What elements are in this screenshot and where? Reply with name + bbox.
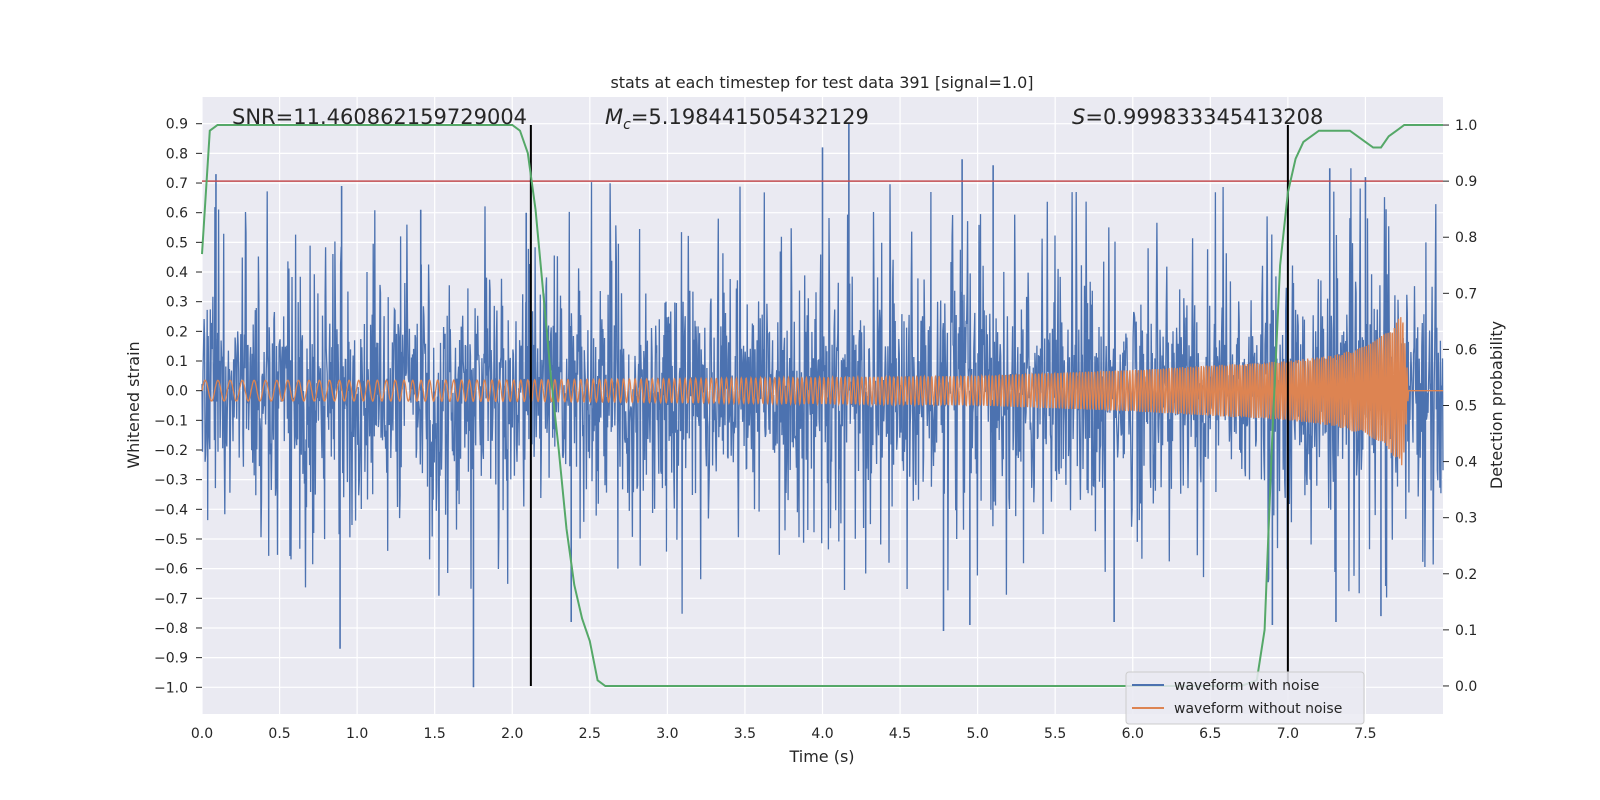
y-left-tick-label: 0.4 [166,265,188,281]
x-tick-label: 1.0 [346,726,368,742]
y-left-tick-label: −0.8 [154,621,188,637]
y-left-tick-label: −0.5 [154,532,188,548]
y-axis-left-title: Whitened strain [124,341,143,468]
waveform-without-noise-series [201,317,1443,466]
y-right-tick-label: 0.6 [1455,342,1477,358]
y-right-tick-label: 0.1 [1455,623,1477,639]
y-right-tick-label: 0.9 [1455,174,1477,190]
y-left-tick-label: 0.2 [166,324,188,340]
chart-title: stats at each timestep for test data 391… [610,73,1033,92]
snr-annotation: SNR=11.460862159729004 [232,105,527,129]
x-tick-label: 7.0 [1277,726,1299,742]
y-left-tick-label: 0.8 [166,146,188,162]
x-tick-label: 4.0 [811,726,833,742]
y-left-tick-label: −0.2 [154,443,188,459]
s-symbol: S [1072,105,1085,129]
x-axis-title: Time (s) [788,747,854,766]
y-left-tick-label: −0.6 [154,562,188,578]
y-right-tick-label: 0.3 [1455,511,1477,527]
x-tick-label: 4.5 [889,726,911,742]
chirp-mass-value: =5.198441505432129 [631,105,869,129]
y-right-tick-label: 0.0 [1455,679,1477,695]
y-left-tick-label: −0.3 [154,473,188,489]
chirp-mass-annotation: Mc=5.198441505432129 [605,105,869,133]
s-annotation: S=0.999833345413208 [1072,105,1323,129]
x-tick-label: 5.0 [966,726,988,742]
y-right-tick-label: 1.0 [1455,118,1477,134]
y-left-tick-label: −1.0 [154,680,188,696]
y-left-tick-label: 0.1 [166,354,188,370]
x-tick-label: 0.0 [191,726,213,742]
x-tick-label: 6.5 [1199,726,1221,742]
y-right-tick-label: 0.4 [1455,455,1477,471]
x-tick-label: 1.5 [424,726,446,742]
legend: waveform with noise waveform without noi… [1125,671,1365,725]
s-value: =0.999833345413208 [1085,105,1323,129]
axes-layer: 0.0 0.5 1.0 1.5 2.0 2.5 3.0 3.5 4.0 4.5 5.0 5.5 6.0 6… [154,117,1477,742]
y-right-tick-label: 0.5 [1455,399,1477,415]
y-left-tick-label: −0.7 [154,591,188,607]
y-axis-right-title: Detection probability [1487,321,1506,489]
chirp-mass-subscript: c [623,117,631,133]
x-tick-label: 3.5 [734,726,756,742]
x-tick-label: 5.5 [1044,726,1066,742]
x-tick-label: 7.5 [1354,726,1376,742]
y-left-tick-label: 0.3 [166,295,188,311]
y-left-tick-label: 0.7 [166,176,188,192]
x-tick-label: 0.5 [268,726,290,742]
x-tick-label: 2.0 [501,726,523,742]
overlay-layer [201,124,1443,687]
y-right-tick-label: 0.8 [1455,230,1477,246]
y-left-tick-label: 0.9 [166,117,188,133]
y-left-tick-label: −0.4 [154,502,188,518]
legend-label-noise: waveform with noise [1174,678,1319,694]
x-tick-label: 2.5 [579,726,601,742]
y-left-tick-label: 0.6 [166,206,188,222]
y-left-tick-label: 0.0 [166,384,188,400]
chirp-mass-symbol: M [605,105,623,129]
detection-probability-line [201,124,1443,687]
y-left-tick-label: −0.9 [154,651,188,667]
clean-trace [201,317,1443,466]
y-right-tick-label: 0.2 [1455,567,1477,583]
x-tick-label: 6.0 [1122,726,1144,742]
x-tick-label: 3.0 [656,726,678,742]
legend-label-clean: waveform without noise [1174,701,1342,717]
y-left-tick-label: 0.5 [166,235,188,251]
y-left-tick-label: −0.1 [154,413,188,429]
legend-box [1125,671,1365,725]
y-right-tick-label: 0.7 [1455,286,1477,302]
